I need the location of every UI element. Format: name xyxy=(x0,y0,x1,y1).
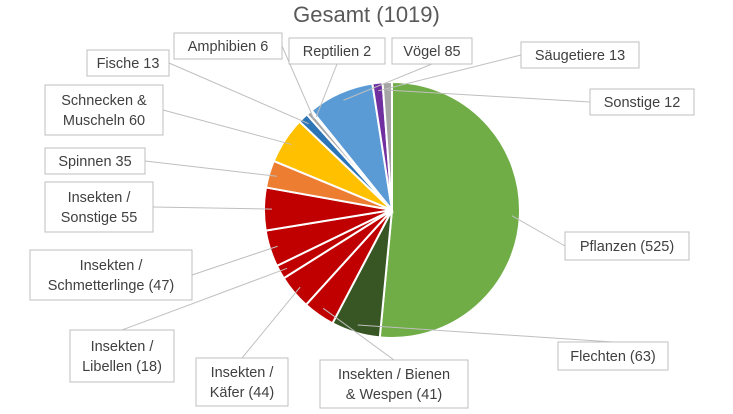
slice-label-box xyxy=(44,84,164,136)
leader-line xyxy=(378,54,522,92)
leader-line xyxy=(511,215,566,247)
slice-label: Sonstige 55 xyxy=(61,210,138,226)
slice-label-box xyxy=(195,357,289,407)
slice-label-box xyxy=(86,49,170,77)
slice-label: Fische 13 xyxy=(97,56,160,72)
slice-label-box xyxy=(520,41,640,69)
slice-label: Schmetterlinge (47) xyxy=(48,278,175,294)
slice-label: Insekten / Bienen xyxy=(338,367,450,383)
slice-label-box xyxy=(557,341,669,371)
leader-line xyxy=(322,307,395,361)
slice-label-box xyxy=(589,88,695,116)
slice-label: Schnecken & xyxy=(61,93,147,109)
leader-line xyxy=(162,109,292,145)
leader-line xyxy=(357,324,614,343)
slice-label: Käfer (44) xyxy=(210,385,274,401)
leader-line xyxy=(315,63,338,118)
chart-title: Gesamt (1019) xyxy=(293,2,440,27)
slice-label: Insekten / xyxy=(80,258,144,274)
slice-label-box xyxy=(391,37,473,65)
leader-line xyxy=(241,286,301,359)
slice-label: Flechten (63) xyxy=(570,349,655,365)
slice-labels: Pflanzen (525) Flechten (63) Insekten / Bi… xyxy=(29,32,695,409)
slice-label: Insekten / xyxy=(211,365,275,381)
slice-label-box xyxy=(173,32,283,60)
slice-label-box xyxy=(288,37,386,65)
leader-line xyxy=(343,63,433,101)
leader-line xyxy=(191,245,278,276)
slice-label: Libellen (18) xyxy=(82,359,162,375)
pie-slice-pflanzen xyxy=(378,80,521,339)
slice-label: Vögel 85 xyxy=(403,44,460,60)
slice-label-box xyxy=(44,181,154,233)
slice-label: Säugetiere 13 xyxy=(535,48,625,64)
slice-label: Reptilien 2 xyxy=(303,44,372,60)
pie-slices xyxy=(263,80,521,339)
slice-label: Pflanzen (525) xyxy=(580,239,674,255)
slice-label: Insekten / xyxy=(68,190,132,206)
slice-label: & Wespen (41) xyxy=(346,387,442,403)
slice-label: Sonstige 12 xyxy=(604,95,681,111)
slice-label: Insekten / xyxy=(91,339,155,355)
slice-label-box xyxy=(69,329,175,383)
slice-label-box xyxy=(29,249,193,301)
leader-line xyxy=(168,62,309,125)
leader-line xyxy=(152,206,273,210)
leader-line xyxy=(144,160,277,177)
slice-label: Amphibien 6 xyxy=(188,39,269,55)
slice-label: Spinnen 35 xyxy=(58,154,131,170)
slice-label-box xyxy=(44,147,146,175)
slice-label-box xyxy=(319,359,469,409)
slice-label-box xyxy=(564,231,690,261)
leader-line xyxy=(281,45,315,120)
leader-lines xyxy=(121,45,614,361)
slice-label: Muscheln 60 xyxy=(63,113,145,129)
leader-line xyxy=(387,89,591,103)
leader-line xyxy=(121,267,288,331)
